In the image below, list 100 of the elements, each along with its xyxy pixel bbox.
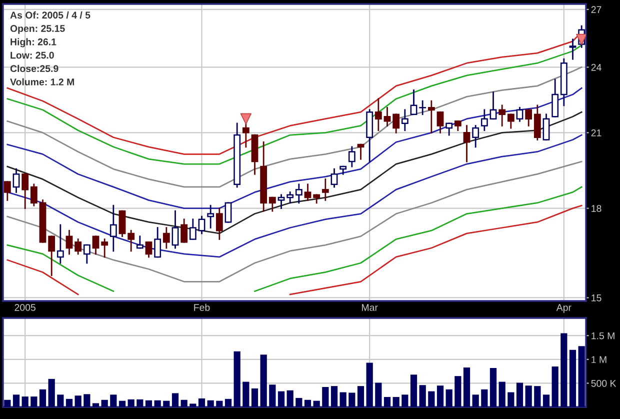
y-tick-label: 1.5 M bbox=[592, 332, 614, 340]
y-tick-label: 18 bbox=[592, 205, 602, 212]
bar bbox=[118, 400, 126, 407]
bar bbox=[110, 394, 117, 407]
y-tick-label: 1 M bbox=[592, 356, 606, 363]
bar bbox=[419, 385, 426, 407]
candlestick bbox=[330, 168, 338, 188]
bar bbox=[410, 374, 418, 407]
bar bbox=[375, 382, 382, 407]
line-series bbox=[6, 87, 582, 209]
candlestick bbox=[401, 109, 408, 132]
candlestick bbox=[128, 230, 135, 252]
candlestick bbox=[66, 230, 73, 255]
candlestick bbox=[224, 202, 232, 223]
bar bbox=[357, 386, 364, 407]
y-tick-label: 500 K bbox=[591, 380, 616, 387]
bar bbox=[366, 362, 373, 407]
candlestick bbox=[92, 236, 100, 255]
candlestick bbox=[189, 218, 196, 240]
candlestick bbox=[172, 210, 179, 249]
bar bbox=[172, 393, 179, 407]
candlestick bbox=[419, 100, 426, 116]
candlestick bbox=[198, 216, 206, 234]
candlestick bbox=[410, 90, 418, 116]
annotation: High: 26.1 bbox=[10, 38, 56, 48]
candlestick bbox=[12, 168, 20, 193]
bar bbox=[269, 384, 276, 407]
annotation: Volume: 1.2 M bbox=[10, 78, 74, 86]
bar bbox=[39, 389, 46, 407]
candlestick bbox=[295, 184, 302, 204]
annotation: Low: 25.0 bbox=[10, 52, 54, 59]
candlestick bbox=[525, 109, 532, 126]
candlestick bbox=[534, 104, 541, 140]
candlestick bbox=[507, 114, 514, 129]
candlestick bbox=[110, 204, 117, 252]
y-tick-label: 21 bbox=[591, 129, 602, 136]
bar bbox=[224, 398, 232, 407]
bar bbox=[154, 400, 161, 407]
bar bbox=[525, 386, 532, 407]
candlestick bbox=[216, 208, 223, 240]
bar bbox=[207, 400, 214, 407]
bar bbox=[101, 400, 108, 407]
bar bbox=[128, 399, 134, 407]
bar bbox=[436, 386, 444, 407]
candlestick bbox=[542, 114, 550, 140]
candlestick bbox=[136, 236, 144, 249]
candlestick bbox=[154, 227, 162, 258]
bar bbox=[22, 396, 28, 407]
candlestick bbox=[207, 204, 214, 228]
bar bbox=[534, 386, 541, 407]
x-tick-label: 2005 bbox=[14, 304, 36, 311]
bar bbox=[30, 396, 38, 407]
bar bbox=[286, 390, 294, 407]
candlestick bbox=[490, 92, 497, 120]
annotation: Open: 25.15 bbox=[10, 25, 65, 34]
bar bbox=[552, 366, 558, 407]
bar bbox=[234, 351, 240, 407]
candlestick bbox=[278, 194, 285, 209]
candlestick bbox=[480, 109, 488, 132]
bar bbox=[242, 382, 250, 407]
line-series bbox=[6, 66, 582, 188]
bar bbox=[463, 367, 470, 407]
bar bbox=[542, 394, 550, 407]
bar bbox=[180, 400, 188, 407]
candlestick bbox=[428, 100, 435, 134]
candlestick bbox=[30, 184, 38, 206]
bar bbox=[4, 400, 11, 407]
bar bbox=[392, 397, 400, 407]
candlestick bbox=[446, 122, 453, 136]
bar bbox=[48, 378, 55, 407]
x-tick-label: Mar bbox=[362, 304, 378, 311]
bar bbox=[296, 398, 302, 407]
line-series bbox=[6, 160, 582, 282]
bar bbox=[216, 400, 223, 407]
x-tick-label: Apr bbox=[556, 304, 572, 313]
bar bbox=[251, 388, 258, 407]
bar bbox=[516, 382, 524, 407]
candlestick bbox=[357, 144, 364, 160]
bar bbox=[428, 391, 435, 407]
bar bbox=[490, 368, 497, 407]
bar bbox=[304, 400, 312, 407]
candlestick bbox=[552, 78, 559, 118]
candlestick bbox=[118, 210, 126, 238]
bar bbox=[84, 394, 90, 407]
bar bbox=[198, 398, 206, 407]
bar bbox=[66, 398, 73, 407]
x-tick-label: Feb bbox=[194, 304, 210, 311]
bar bbox=[402, 394, 408, 407]
bar bbox=[472, 394, 479, 407]
bar bbox=[340, 392, 346, 407]
bar bbox=[454, 376, 462, 407]
candlestick bbox=[569, 38, 576, 60]
bar bbox=[313, 400, 320, 407]
y-tick-label: 27 bbox=[591, 6, 602, 13]
candlestick bbox=[348, 146, 356, 168]
y-tick-label: 24 bbox=[591, 64, 602, 71]
candlestick bbox=[4, 181, 11, 201]
bar bbox=[12, 394, 20, 407]
candlestick bbox=[463, 125, 470, 162]
bar bbox=[260, 354, 267, 407]
